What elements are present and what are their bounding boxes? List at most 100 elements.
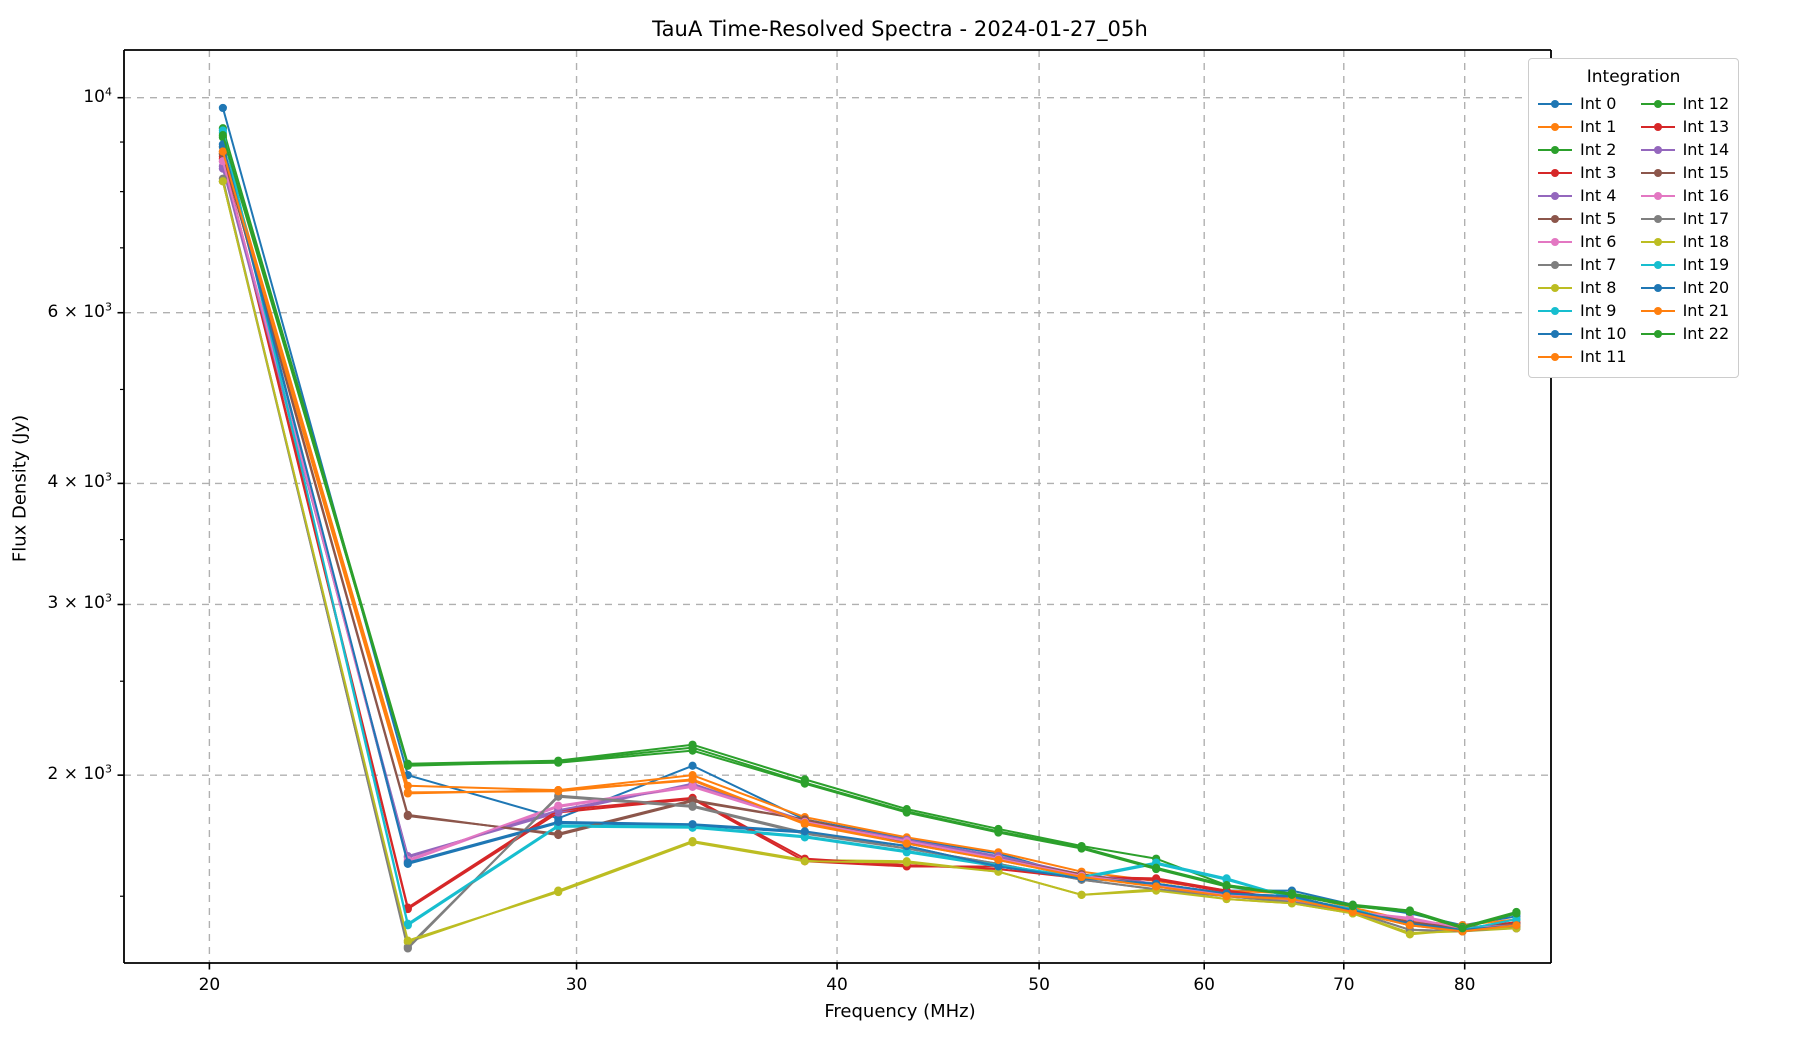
legend-label: Int 17 [1682, 209, 1730, 228]
data-series[interactable] [218, 133, 1521, 933]
legend-entry[interactable]: Int 7 [1538, 253, 1627, 276]
legend-swatch-icon [1640, 327, 1675, 341]
legend-entry[interactable]: Int 4 [1538, 184, 1627, 207]
series-line [221, 160, 1518, 930]
legend-label: Int 8 [1580, 278, 1617, 297]
legend-entry[interactable]: Int 15 [1640, 161, 1729, 184]
legend-entry[interactable]: Int 19 [1640, 253, 1729, 276]
series-line [221, 145, 1518, 931]
legend-label: Int 22 [1682, 324, 1730, 343]
data-series[interactable] [218, 164, 1521, 934]
legend-label: Int 3 [1580, 163, 1617, 182]
series-marker [1152, 863, 1161, 872]
legend-entry[interactable]: Int 12 [1640, 92, 1730, 115]
series-marker [403, 788, 412, 797]
series-marker [1405, 907, 1414, 917]
legend-entry[interactable]: Int 6 [1538, 230, 1627, 253]
series-marker [554, 887, 563, 897]
legend-swatch-icon [1538, 143, 1572, 157]
legend-label: Int 14 [1682, 140, 1730, 159]
legend-entry[interactable]: Int 10 [1538, 322, 1627, 345]
series-line [221, 134, 1518, 930]
legend-entry[interactable]: Int 8 [1538, 276, 1627, 299]
x-tick-label: 70 [1332, 975, 1355, 995]
legend-entry[interactable]: Int 0 [1538, 92, 1627, 115]
legend-entry[interactable]: Int 3 [1538, 161, 1627, 184]
y-tick-label: 104 [83, 85, 112, 107]
legend-entry[interactable]: Int 18 [1640, 230, 1730, 253]
series-marker [1222, 874, 1231, 883]
x-tick-label: 30 [565, 975, 588, 995]
data-series[interactable] [218, 128, 1521, 934]
series-marker [403, 944, 412, 953]
legend-entry[interactable]: Int 17 [1640, 207, 1730, 230]
y-tick-label: 6 × 103 [47, 300, 113, 322]
legend-entry[interactable]: Int 5 [1538, 207, 1627, 230]
data-series[interactable] [218, 142, 1521, 930]
legend-swatch-icon [1640, 212, 1675, 226]
legend-entry[interactable]: Int 13 [1640, 115, 1730, 138]
x-tick-label: 20 [198, 975, 221, 995]
legend-entry[interactable]: Int 11 [1538, 345, 1627, 368]
legend-label: Int 6 [1580, 232, 1617, 251]
series-marker [1458, 924, 1467, 933]
legend-swatch-icon [1640, 120, 1675, 134]
data-series[interactable] [218, 103, 1521, 930]
legend-swatch-icon [1538, 327, 1572, 341]
series-marker [902, 858, 911, 867]
series-line [221, 143, 1518, 931]
series-marker [403, 858, 412, 867]
legend-swatch-icon [1538, 281, 1572, 295]
x-tick-label: 80 [1453, 975, 1476, 995]
series-marker [403, 936, 412, 945]
series-marker [688, 795, 697, 805]
x-tick-label: 40 [826, 975, 848, 995]
legend-entry[interactable]: Int 16 [1640, 184, 1730, 207]
legend-entry[interactable]: Int 14 [1640, 138, 1730, 161]
series-marker [688, 820, 697, 829]
data-series[interactable] [218, 162, 1521, 934]
x-tick-label: 60 [1193, 975, 1215, 995]
legend-swatch-icon [1538, 350, 1572, 364]
legend-label: Int 16 [1682, 186, 1730, 205]
legend-entry[interactable]: Int 22 [1640, 322, 1730, 345]
data-series[interactable] [218, 147, 1521, 933]
legend-entry[interactable]: Int 1 [1538, 115, 1627, 138]
legend-swatch-icon [1640, 258, 1675, 272]
data-series[interactable] [218, 130, 1521, 933]
data-series[interactable] [218, 124, 1521, 931]
series-marker [218, 130, 227, 140]
series-marker [554, 829, 563, 838]
legend-swatch-icon [1640, 235, 1675, 249]
data-series-layer[interactable] [218, 103, 1521, 953]
series-marker [994, 855, 1003, 865]
legend-swatch-icon [1640, 189, 1675, 203]
series-marker [218, 147, 227, 156]
series-marker [1512, 915, 1521, 924]
legend-entry[interactable]: Int 20 [1640, 276, 1729, 299]
legend-label: Int 13 [1682, 117, 1730, 136]
legend-label: Int 18 [1682, 232, 1730, 251]
legend-column: Int 12 Int 13 Int 14 Int 15 Int 16 Int 17 Int … [1640, 92, 1730, 368]
series-marker [1512, 909, 1521, 918]
series-marker [218, 103, 227, 113]
series-line [221, 155, 1518, 931]
legend-entry[interactable]: Int 9 [1538, 299, 1627, 322]
series-marker [688, 838, 697, 847]
y-tick-label: 3 × 103 [47, 591, 113, 614]
series-marker [688, 761, 697, 770]
series-marker [403, 761, 412, 770]
legend-label: Int 12 [1682, 94, 1730, 113]
legend[interactable]: Integration Int 0 Int 1 Int 2 Int 3 Int 4 Int… [1528, 58, 1740, 378]
data-series[interactable] [218, 126, 1521, 934]
series-marker [403, 811, 412, 821]
legend-entry[interactable]: Int 21 [1640, 299, 1729, 322]
series-marker [1077, 890, 1086, 899]
legend-swatch-icon [1538, 166, 1572, 180]
legend-swatch-icon [1640, 304, 1675, 318]
legend-swatch-icon [1538, 212, 1572, 226]
series-marker [902, 807, 911, 816]
legend-entry[interactable]: Int 2 [1538, 138, 1627, 161]
